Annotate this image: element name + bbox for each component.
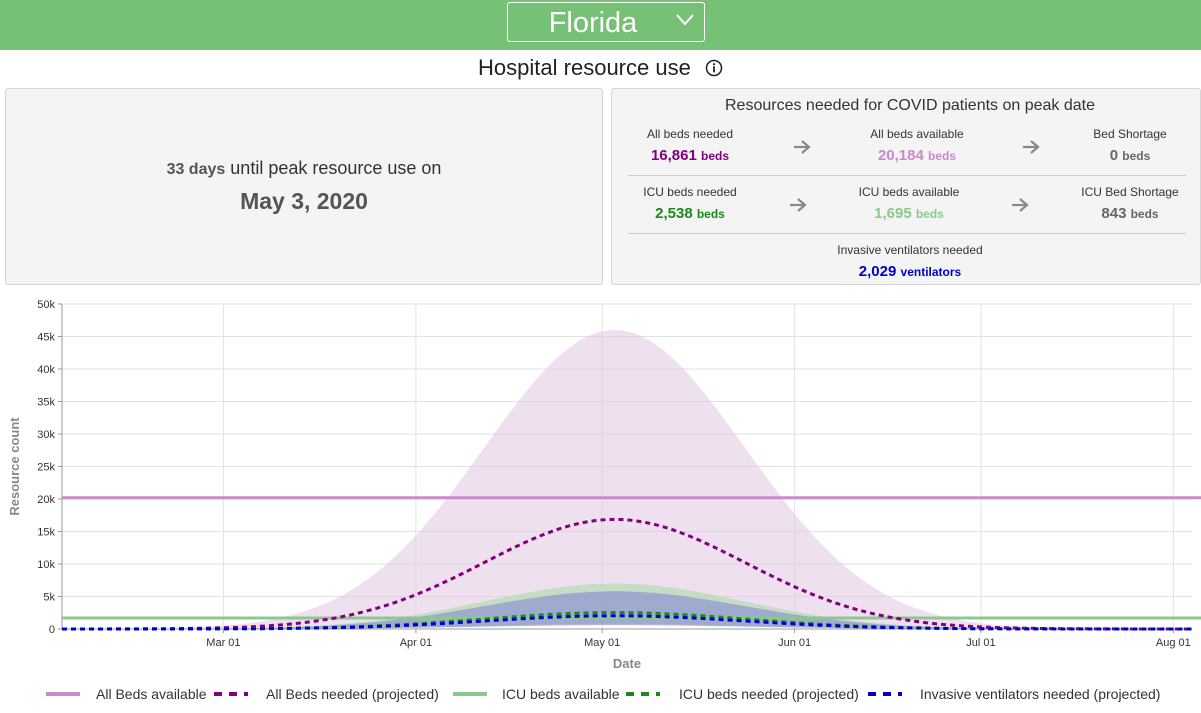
y-axis-title: Resource count (7, 417, 22, 516)
beds-needed-unit: beds (701, 149, 730, 163)
beds-available-value: 20,184 (877, 147, 924, 164)
bed-shortage-stat: Bed Shortage 0 beds (1050, 126, 1201, 166)
legend-swatch (214, 692, 248, 696)
x-tick-label: Jul 01 (966, 637, 995, 649)
page-title: Hospital resource use (0, 53, 1201, 82)
x-tick-label: May 01 (584, 637, 620, 649)
resources-title: Resources needed for COVID patients on p… (725, 97, 1095, 114)
page-title-text: Hospital resource use (478, 55, 691, 81)
arrow-right-icon (1023, 140, 1040, 154)
bed-shortage-value: 0 (1109, 147, 1119, 164)
icu-available-unit: beds (915, 207, 944, 221)
x-tick-label: Jun 01 (778, 637, 811, 649)
y-tick-label: 10k (37, 559, 55, 571)
beds-available-label: All beds available (870, 127, 964, 141)
icu-needed-value-wrap: 2,538 beds (610, 204, 770, 224)
uncertainty-band (62, 330, 1192, 629)
icu-needed-value: 2,538 (655, 205, 693, 222)
y-tick-label: 0 (49, 624, 55, 636)
info-icon[interactable] (705, 59, 723, 77)
divider (628, 175, 1186, 176)
header-bar: Florida (0, 0, 1201, 50)
beds-needed-stat: All beds needed 16,861 beds (610, 126, 770, 166)
resource-chart: 0 5k 10k 15k 20k 25k 30k 35k 40k 45k 50k Mar 01 Apr … (7, 299, 1201, 671)
icu-shortage-stat: ICU Bed Shortage 843 beds (1050, 184, 1201, 224)
peak-days: 33 days (166, 161, 226, 178)
ventilators-label: Invasive ventilators needed (837, 243, 983, 257)
legend-item[interactable]: All Beds needed (projected) (214, 684, 526, 704)
icu-shortage-unit: beds (1130, 207, 1159, 221)
ventilators-unit: ventilators (900, 265, 962, 279)
x-tick-label: Mar 01 (206, 637, 240, 649)
chevron-down-icon (676, 14, 694, 26)
beds-needed-label: All beds needed (646, 127, 734, 141)
uncertainty-band (62, 591, 1192, 629)
y-tick-label: 45k (37, 332, 55, 344)
resources-panel: Resources needed for COVID patients on p… (611, 88, 1201, 285)
icu-shortage-value-wrap: 843 beds (1050, 204, 1201, 224)
icu-available-label: ICU beds available (858, 185, 960, 199)
icu-available-stat: ICU beds available 1,695 beds (829, 184, 989, 224)
beds-available-stat: All beds available 20,184 beds (837, 126, 997, 166)
icu-shortage-value: 843 (1101, 205, 1127, 222)
peak-date: May 3, 2020 (240, 188, 368, 214)
legend-swatch (453, 692, 487, 696)
arrow-right-icon (790, 198, 807, 212)
y-tick-label: 5k (43, 592, 55, 604)
peak-date-panel: 33 days until peak resource use on May 3… (5, 88, 603, 285)
ventilators-value: 2,029 (858, 263, 897, 280)
y-tick-label: 35k (37, 397, 55, 409)
state-name: Florida (548, 7, 638, 39)
legend-label: All Beds needed (projected) (266, 686, 439, 702)
legend-swatch (46, 692, 80, 696)
y-tick-label: 15k (37, 527, 55, 539)
y-tick-label: 30k (37, 429, 55, 441)
y-tick-label: 50k (37, 299, 55, 311)
beds-available-unit: beds (928, 149, 957, 163)
legend-swatch (868, 692, 902, 696)
beds-available-value-wrap: 20,184 beds (837, 146, 997, 166)
icu-available-value: 1,695 (874, 205, 912, 222)
icu-needed-stat: ICU beds needed 2,538 beds (610, 184, 770, 224)
state-dropdown[interactable]: Florida (507, 2, 705, 42)
legend-label: ICU beds available (502, 686, 620, 702)
y-tick-label: 40k (37, 364, 55, 376)
arrow-right-icon (1012, 198, 1029, 212)
ventilators-value-wrap: 2,029 ventilators (830, 262, 990, 282)
arrow-right-icon (794, 140, 811, 154)
legend-item[interactable]: ICU beds available (453, 684, 762, 704)
icu-shortage-label: ICU Bed Shortage (1081, 185, 1179, 199)
peak-text: until peak resource use on (230, 158, 442, 178)
y-tick-label: 25k (37, 462, 55, 474)
icu-available-value-wrap: 1,695 beds (829, 204, 989, 224)
peak-countdown: 33 days until peak resource use on (6, 158, 602, 179)
legend-item[interactable]: All Beds available (46, 684, 356, 704)
beds-needed-value: 16,861 (650, 147, 697, 164)
beds-needed-value-wrap: 16,861 beds (610, 146, 770, 166)
divider (628, 233, 1186, 234)
ventilators-stat: Invasive ventilators needed 2,029 ventil… (830, 242, 990, 282)
x-tick-label: Apr 01 (400, 637, 432, 649)
legend-label: Invasive ventilators needed (projected) (920, 686, 1161, 702)
x-tick-label: Aug 01 (1156, 637, 1191, 649)
legend-label: All Beds available (96, 686, 207, 702)
legend-swatch (626, 692, 660, 696)
bed-shortage-value-wrap: 0 beds (1050, 146, 1201, 166)
bed-shortage-label: Bed Shortage (1093, 127, 1167, 141)
legend-item[interactable]: Invasive ventilators needed (projected) (868, 684, 1180, 704)
y-tick-label: 20k (37, 494, 55, 506)
legend-item[interactable]: ICU beds needed (projected) (626, 684, 939, 704)
icu-needed-label: ICU beds needed (643, 185, 737, 199)
chart-legend: All Beds available All Beds needed (proje… (0, 684, 1201, 704)
icu-needed-unit: beds (696, 207, 725, 221)
legend-label: ICU beds needed (projected) (679, 686, 859, 702)
x-axis-title: Date (613, 656, 641, 671)
bed-shortage-unit: beds (1122, 149, 1151, 163)
